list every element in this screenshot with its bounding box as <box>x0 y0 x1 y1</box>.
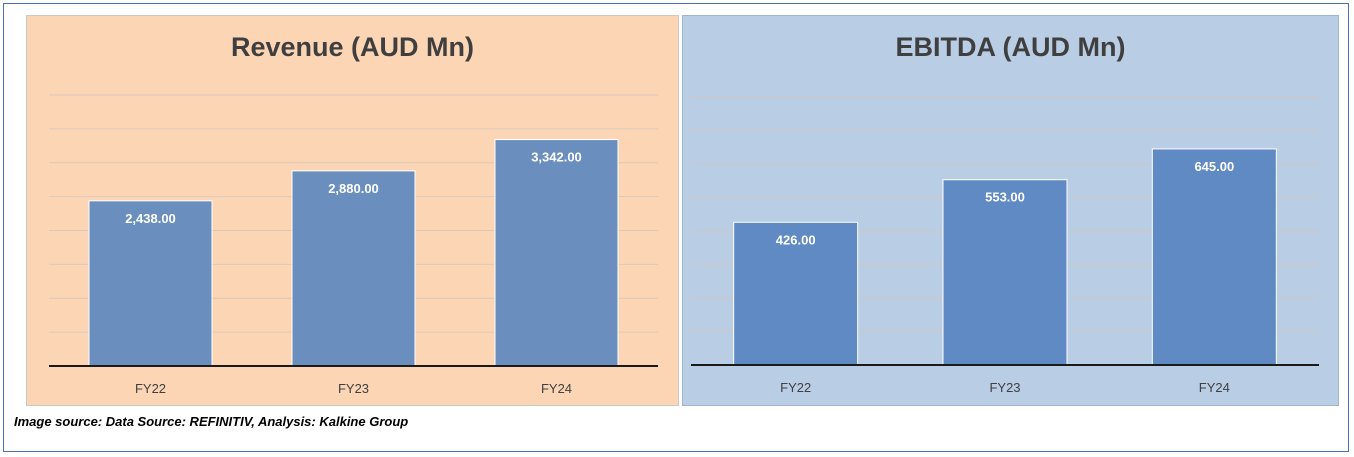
revenue-data-label: 3,342.00 <box>531 150 582 165</box>
ebitda-bar-fy23 <box>942 179 1068 366</box>
ebitda-data-label: 553.00 <box>985 190 1025 205</box>
image-source-note: Image source: Data Source: REFINITIV, An… <box>14 414 409 429</box>
revenue-x-tick-label: FY23 <box>338 381 369 396</box>
figure-frame: Revenue (AUD Mn) 2,438.00 FY22 2,880.00 FY2… <box>3 3 1349 452</box>
revenue-data-label: 2,438.00 <box>125 211 176 226</box>
ebitda-x-tick-label: FY23 <box>989 380 1020 395</box>
ebitda-chart-title: EBITDA (AUD Mn) <box>895 32 1126 62</box>
revenue-x-tick-label: FY24 <box>541 381 572 396</box>
ebitda-chart-plot: 426.00 FY22 553.00 FY23 645.00 FY24 <box>691 96 1319 395</box>
revenue-bar-fy23 <box>291 170 416 367</box>
ebitda-x-tick-label: FY22 <box>780 380 811 395</box>
revenue-bar-fy22 <box>88 200 213 367</box>
ebitda-bar-fy24 <box>1151 148 1277 366</box>
revenue-x-tick-label: FY22 <box>135 381 166 396</box>
revenue-chart-plot: 2,438.00 FY22 2,880.00 FY23 3,342.00 FY24 <box>49 94 658 396</box>
ebitda-data-label: 645.00 <box>1194 159 1234 174</box>
ebitda-x-tick-label: FY24 <box>1199 380 1230 395</box>
ebitda-chart-panel: EBITDA (AUD Mn) 426.00 FY22 553.00 FY23 645.… <box>682 15 1339 406</box>
ebitda-data-label: 426.00 <box>776 232 816 247</box>
revenue-data-label: 2,880.00 <box>328 181 379 196</box>
revenue-bar-fy24 <box>494 139 619 367</box>
revenue-chart-title: Revenue (AUD Mn) <box>230 32 474 62</box>
revenue-chart-panel: Revenue (AUD Mn) 2,438.00 FY22 2,880.00 FY2… <box>26 15 679 406</box>
ebitda-bar-fy22 <box>733 221 859 366</box>
